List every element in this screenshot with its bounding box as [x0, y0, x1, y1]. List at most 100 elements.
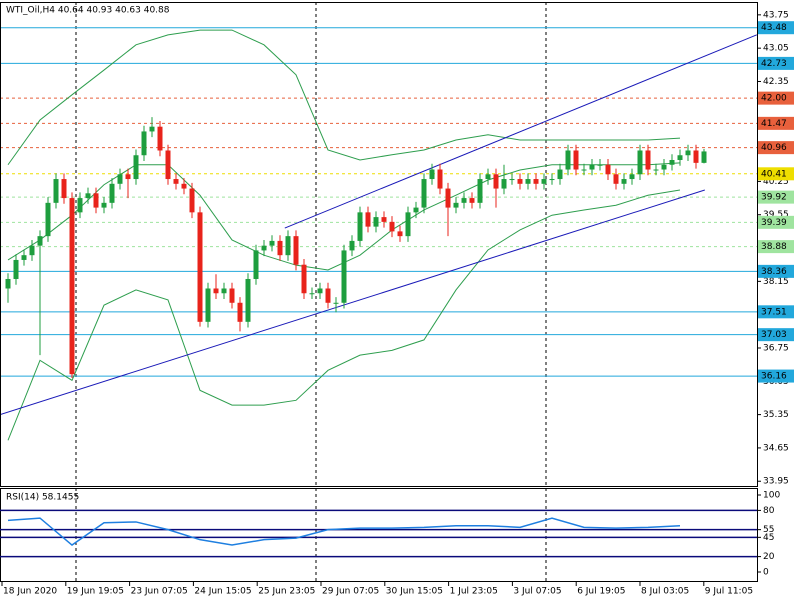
- y-tick-label: 34.65: [763, 443, 789, 453]
- candle-body: [301, 264, 307, 294]
- candle-body: [13, 259, 19, 279]
- rsi-tick-label: 20: [763, 552, 775, 562]
- band-lower: [7, 189, 681, 441]
- level-label: 41.47: [761, 119, 787, 129]
- candle-body: [373, 217, 379, 227]
- rsi-tick-label: 80: [763, 506, 775, 516]
- candle-body: [245, 278, 251, 322]
- candle-body: [645, 150, 651, 170]
- candle-body: [565, 150, 571, 170]
- candle-body: [357, 212, 363, 241]
- level-label-box: [758, 215, 794, 229]
- candle-body: [341, 250, 347, 303]
- x-tick-label: 25 Jun 23:05: [258, 587, 315, 597]
- candle-body: [389, 221, 395, 232]
- candle-body: [445, 188, 451, 208]
- candle-body: [141, 131, 147, 156]
- candle-body: [253, 250, 259, 279]
- candle-body: [685, 150, 691, 156]
- level-label-box: [758, 167, 794, 181]
- level-label: 39.92: [761, 193, 787, 203]
- candle-body: [485, 174, 491, 180]
- candle-body: [285, 236, 291, 256]
- candle-body: [437, 169, 443, 189]
- level-label-box: [758, 264, 794, 278]
- candle-body: [93, 193, 99, 208]
- candle-body: [605, 164, 611, 175]
- candle-body: [85, 193, 91, 199]
- candle-body: [277, 240, 283, 256]
- candle-body: [453, 202, 459, 208]
- candle-body: [293, 236, 299, 265]
- candle-body: [693, 150, 699, 163]
- y-tick-label: 39.55: [763, 210, 789, 220]
- candle-body: [29, 245, 35, 256]
- candle-body: [469, 198, 475, 203]
- level-label: 43.48: [761, 23, 787, 33]
- level-label-box: [758, 116, 794, 130]
- candle-body: [261, 245, 267, 251]
- candle-body: [325, 288, 331, 303]
- candle-body: [229, 288, 235, 303]
- chart-title: WTI_Oil,H4 40.64 40.93 40.63 40.88: [6, 6, 170, 16]
- candle-body: [149, 126, 155, 132]
- candle-body: [173, 179, 179, 184]
- candle-body: [365, 212, 371, 227]
- candle-body: [701, 151, 707, 163]
- y-tick-label: 43.75: [763, 10, 789, 20]
- level-label-box: [758, 21, 794, 35]
- level-label: 40.41: [761, 169, 787, 179]
- candle-body: [413, 207, 419, 213]
- candle-body: [189, 188, 195, 213]
- x-tick-label: 1 Jul 23:05: [450, 587, 498, 597]
- x-tick-label: 6 Jul 19:05: [577, 587, 625, 597]
- candle-body: [421, 179, 427, 208]
- candle-body: [677, 155, 683, 161]
- candle-body: [549, 179, 555, 181]
- level-label: 40.96: [761, 143, 787, 153]
- candle-body: [205, 288, 211, 322]
- y-tick-label: 33.95: [763, 477, 789, 487]
- candle-body: [157, 126, 163, 151]
- candle-body: [101, 202, 107, 208]
- y-tick-label: 35.35: [763, 410, 789, 420]
- x-tick-label: 23 Jun 07:05: [131, 587, 188, 597]
- level-label-box: [758, 240, 794, 254]
- x-tick-label: 9 Jul 11:05: [705, 587, 753, 597]
- candle-body: [213, 288, 219, 294]
- candle-body: [533, 179, 539, 184]
- level-label: 38.36: [761, 267, 787, 277]
- y-tick-label: 42.35: [763, 77, 789, 87]
- rsi-tick-label: 45: [763, 533, 774, 543]
- x-tick-label: 18 Jun 2020: [3, 587, 57, 597]
- candle-body: [133, 155, 139, 180]
- candle-body: [269, 240, 275, 246]
- x-tick-label: 29 Jun 07:05: [322, 587, 379, 597]
- candle-body: [197, 212, 203, 322]
- candle-body: [493, 174, 499, 189]
- candle-body: [477, 179, 483, 203]
- candle-body: [661, 164, 667, 170]
- y-tick-label: 40.25: [763, 177, 789, 187]
- candle-body: [589, 164, 595, 170]
- candle-body: [221, 288, 227, 294]
- level-label-box: [758, 369, 794, 383]
- rsi-tick-label: 55: [763, 525, 774, 535]
- candle-body: [125, 174, 131, 180]
- candle-body: [349, 240, 355, 251]
- candle-body: [109, 183, 115, 203]
- level-label: 37.03: [761, 330, 787, 340]
- candle-body: [53, 179, 59, 203]
- x-tick-label: 8 Jul 03:05: [641, 587, 689, 597]
- candle-body: [525, 179, 531, 184]
- candle-body: [61, 179, 67, 199]
- candle-body: [597, 164, 603, 166]
- level-label: 42.00: [761, 94, 787, 104]
- candle-body: [509, 179, 515, 181]
- candle-body: [557, 169, 563, 180]
- candle-body: [429, 169, 435, 180]
- x-tick-label: 30 Jun 15:05: [386, 587, 443, 597]
- candle-body: [117, 174, 123, 184]
